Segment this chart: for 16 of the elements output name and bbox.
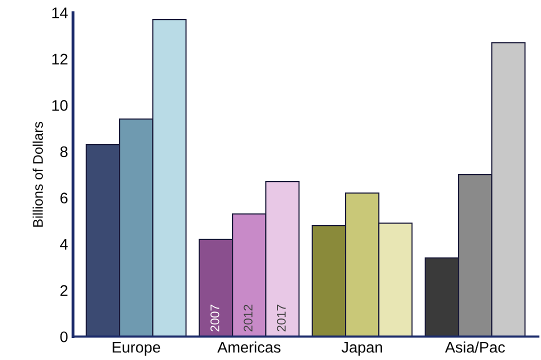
y-tick-label: 2 xyxy=(60,285,68,296)
x-tick-label: Americas xyxy=(217,341,280,353)
annotation: 2012 xyxy=(244,304,253,332)
x-tick-label: Europe xyxy=(112,342,160,356)
y-tick-label: 14 xyxy=(52,8,68,18)
y-tick-label: 8 xyxy=(60,146,68,158)
x-tick-label: Asia/Pac xyxy=(445,341,505,353)
y-tick-label: 6 xyxy=(60,192,68,204)
x-tick-label: Japan xyxy=(342,342,382,356)
annotation: 2007 xyxy=(210,304,220,332)
y-tick-label: 12 xyxy=(52,54,68,64)
y-tick-label: 10 xyxy=(52,100,68,111)
annotation: 2017 xyxy=(276,304,286,332)
y-tick-label: 4 xyxy=(60,239,68,250)
y-tick-label: 0 xyxy=(60,331,68,342)
y-axis-title: Billions of Dollars xyxy=(32,122,43,227)
